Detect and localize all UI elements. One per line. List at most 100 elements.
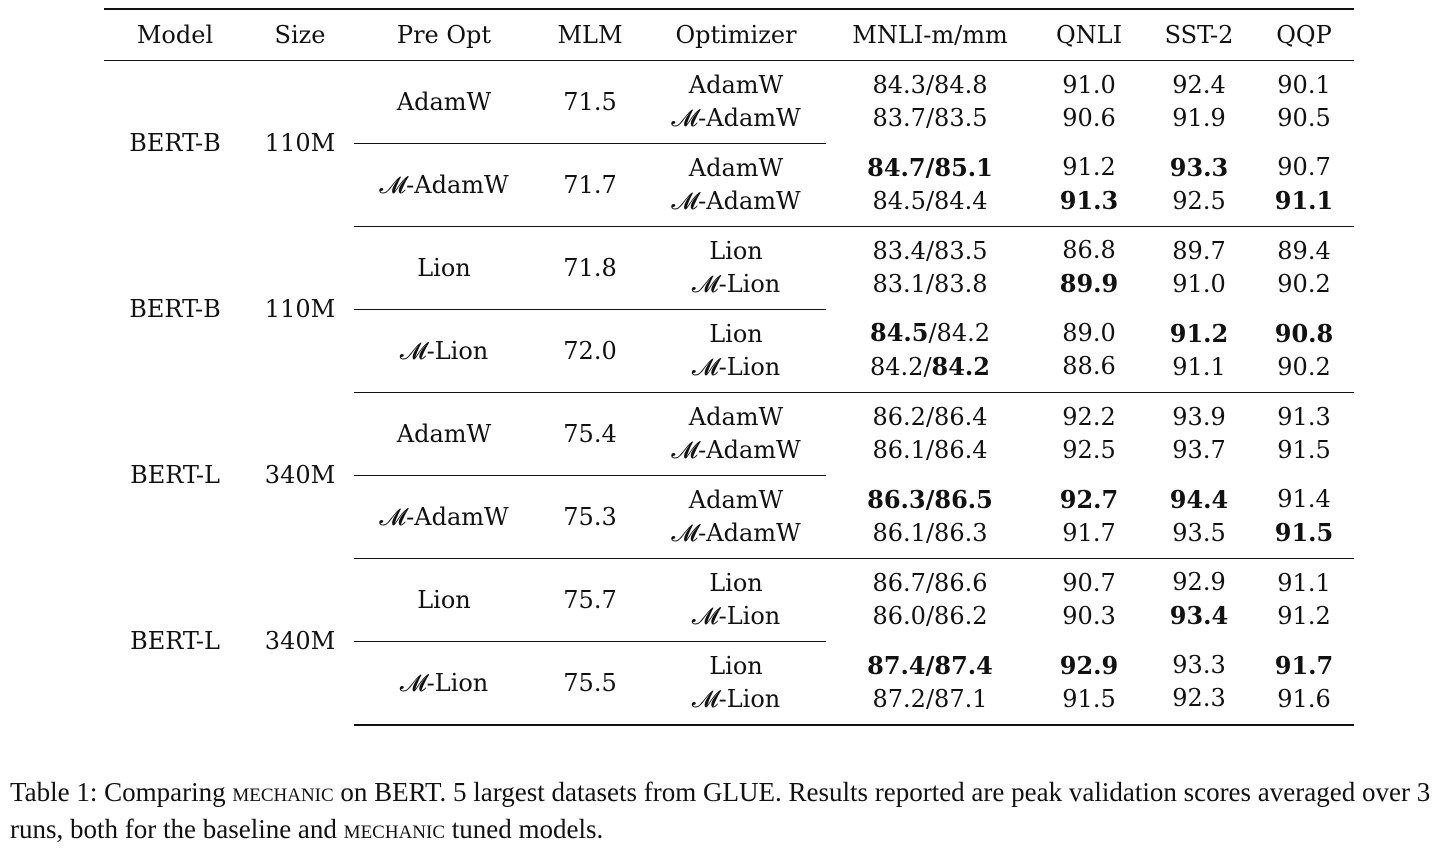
optimizer-name: Lion <box>709 236 763 265</box>
sst2-cell: 92.9 93.4 <box>1144 558 1254 641</box>
sst2-cell: 93.3 92.5 <box>1144 143 1254 227</box>
header-model: Model <box>104 8 246 61</box>
caption-label: Table 1: <box>10 777 98 807</box>
sst2-cell: 89.7 91.0 <box>1144 226 1254 309</box>
qqp-cell: 91.1 91.2 <box>1254 558 1354 641</box>
mlm-cell: 72.0 <box>534 309 646 393</box>
mlm-cell: 71.7 <box>534 143 646 227</box>
mnli-value: 86.2 <box>934 601 988 630</box>
qnli-value: 89.9 <box>1059 269 1119 299</box>
table-row: 𝓜-Lion 75.5 Lion 𝓜-Lion 87.4/87.4 87.2/87.1 92… <box>104 641 1354 726</box>
optimizer-name: 𝓜-Lion <box>691 352 781 381</box>
caption-text: tuned models. <box>445 814 604 844</box>
mnli-cell: 86.2/86.4 86.1/86.4 <box>826 392 1034 475</box>
mnli-cell: 84.7/85.1 84.5/84.4 <box>826 143 1034 227</box>
header-sst2: SST-2 <box>1144 8 1254 61</box>
mnli-value: 84.7 <box>867 152 926 182</box>
qnli-value: 91.7 <box>1062 518 1116 547</box>
qqp-value: 90.2 <box>1277 269 1331 298</box>
optimizer-name: AdamW <box>688 70 784 99</box>
mlm-cell: 75.7 <box>534 558 646 642</box>
mnli-value: 86.1 <box>872 435 926 464</box>
results-table: Model Size Pre Opt MLM Optimizer MNLI-m/… <box>104 8 1354 726</box>
sst2-value: 92.4 <box>1172 70 1226 99</box>
mnli-value: 87.1 <box>934 684 988 713</box>
qnli-value: 92.5 <box>1062 435 1116 464</box>
mnli-value: 87.4 <box>934 650 993 680</box>
mlm-cell: 75.3 <box>534 475 646 559</box>
mnli-value: 83.7 <box>872 103 926 132</box>
mnli-value: / <box>925 70 935 99</box>
qqp-cell: 91.7 91.6 <box>1254 641 1354 726</box>
mnli-value: / <box>925 103 935 132</box>
optimizer-cell: Lion 𝓜-Lion <box>646 309 826 393</box>
optimizer-cell: Lion 𝓜-Lion <box>646 226 826 310</box>
qqp-cell: 90.7 91.1 <box>1254 143 1354 227</box>
qqp-value: 91.4 <box>1277 484 1331 513</box>
qnli-cell: 90.7 90.3 <box>1034 558 1144 641</box>
optimizer-cell: Lion 𝓜-Lion <box>646 558 826 642</box>
sst2-cell: 92.4 91.9 <box>1144 60 1254 143</box>
mnli-value: 86.4 <box>934 402 988 431</box>
optimizer-name: Lion <box>709 319 763 348</box>
mnli-cell: 84.5/84.2 84.2/84.2 <box>826 309 1034 393</box>
mnli-value: 84.8 <box>934 70 988 99</box>
mnli-value: 86.1 <box>872 518 926 547</box>
mnli-value: 83.1 <box>872 269 926 298</box>
optimizer-name: 𝓜-Lion <box>691 269 781 298</box>
mnli-value: 83.4 <box>872 236 926 265</box>
table-row: 𝓜-Lion 72.0 Lion 𝓜-Lion 84.5/84.2 84.2/84.2 89… <box>104 309 1354 393</box>
qqp-cell: 89.4 90.2 <box>1254 226 1354 309</box>
optimizer-name: 𝓜-AdamW <box>671 518 801 547</box>
sst2-value: 91.0 <box>1172 269 1226 298</box>
header-pre-opt: Pre Opt <box>354 8 534 61</box>
pre-opt-cell: 𝓜-AdamW <box>354 475 534 559</box>
sst2-cell: 94.4 93.5 <box>1144 475 1254 559</box>
caption-text: on BERT. 5 largest datasets from GLUE. R… <box>10 777 1431 844</box>
sst2-cell: 93.3 92.3 <box>1144 641 1254 726</box>
table-row: BERT-L 340M AdamW 75.4 AdamW 𝓜-AdamW 86.2/86.4… <box>104 392 1354 489</box>
model-cell: BERT-L <box>130 627 220 656</box>
qqp-cell: 90.8 90.2 <box>1254 309 1354 393</box>
pre-opt-cell: Lion <box>354 558 534 642</box>
optimizer-cell: AdamW 𝓜-AdamW <box>646 392 826 476</box>
qnli-cell: 89.0 88.6 <box>1034 309 1144 393</box>
mnli-value: 86.7 <box>872 568 926 597</box>
mnli-value: 84.5 <box>872 186 926 215</box>
qqp-value: 91.1 <box>1277 568 1331 597</box>
optimizer-cell: AdamW 𝓜-AdamW <box>646 60 826 144</box>
model-cell: BERT-B <box>129 129 221 158</box>
size-cell: 340M <box>264 461 336 489</box>
optimizer-name: AdamW <box>688 402 784 431</box>
optimizer-name: 𝓜-AdamW <box>671 186 801 215</box>
mlm-cell: 75.4 <box>534 392 646 476</box>
pre-opt-cell: 𝓜-Lion <box>354 641 534 726</box>
mnli-value: 86.3 <box>934 518 988 547</box>
sst2-value: 92.3 <box>1172 684 1226 713</box>
sst2-value: 93.5 <box>1172 518 1226 547</box>
sst2-value: 91.9 <box>1172 103 1226 132</box>
optimizer-name: Lion <box>709 568 763 597</box>
optimizer-cell: Lion 𝓜-Lion <box>646 641 826 726</box>
qnli-value: 91.3 <box>1059 185 1119 215</box>
size-cell: 340M <box>264 627 336 656</box>
sst2-value: 89.7 <box>1172 236 1226 265</box>
qnli-value: 91.2 <box>1062 152 1116 181</box>
mnli-value: 87.4 <box>867 650 926 680</box>
sst2-value: 92.9 <box>1172 568 1226 597</box>
qnli-value: 92.9 <box>1059 650 1119 680</box>
mlm-cell: 71.5 <box>534 60 646 144</box>
mnli-value: 85.1 <box>934 152 993 182</box>
mnli-value: 83.5 <box>934 103 988 132</box>
qnli-value: 86.8 <box>1062 236 1116 265</box>
sst2-cell: 91.2 91.1 <box>1144 309 1254 393</box>
qnli-cell: 91.0 90.6 <box>1034 60 1144 143</box>
size-cell: 110M <box>264 295 336 323</box>
table-row: 𝓜-AdamW 71.7 AdamW 𝓜-AdamW 84.7/85.1 84.5/84.… <box>104 143 1354 227</box>
qqp-value: 91.5 <box>1274 517 1334 547</box>
sst2-value: 91.1 <box>1172 352 1226 381</box>
qnli-value: 89.0 <box>1062 319 1116 348</box>
qnli-value: 90.6 <box>1062 103 1116 132</box>
size-cell: 110M <box>264 129 336 158</box>
qqp-value: 90.2 <box>1277 352 1331 381</box>
